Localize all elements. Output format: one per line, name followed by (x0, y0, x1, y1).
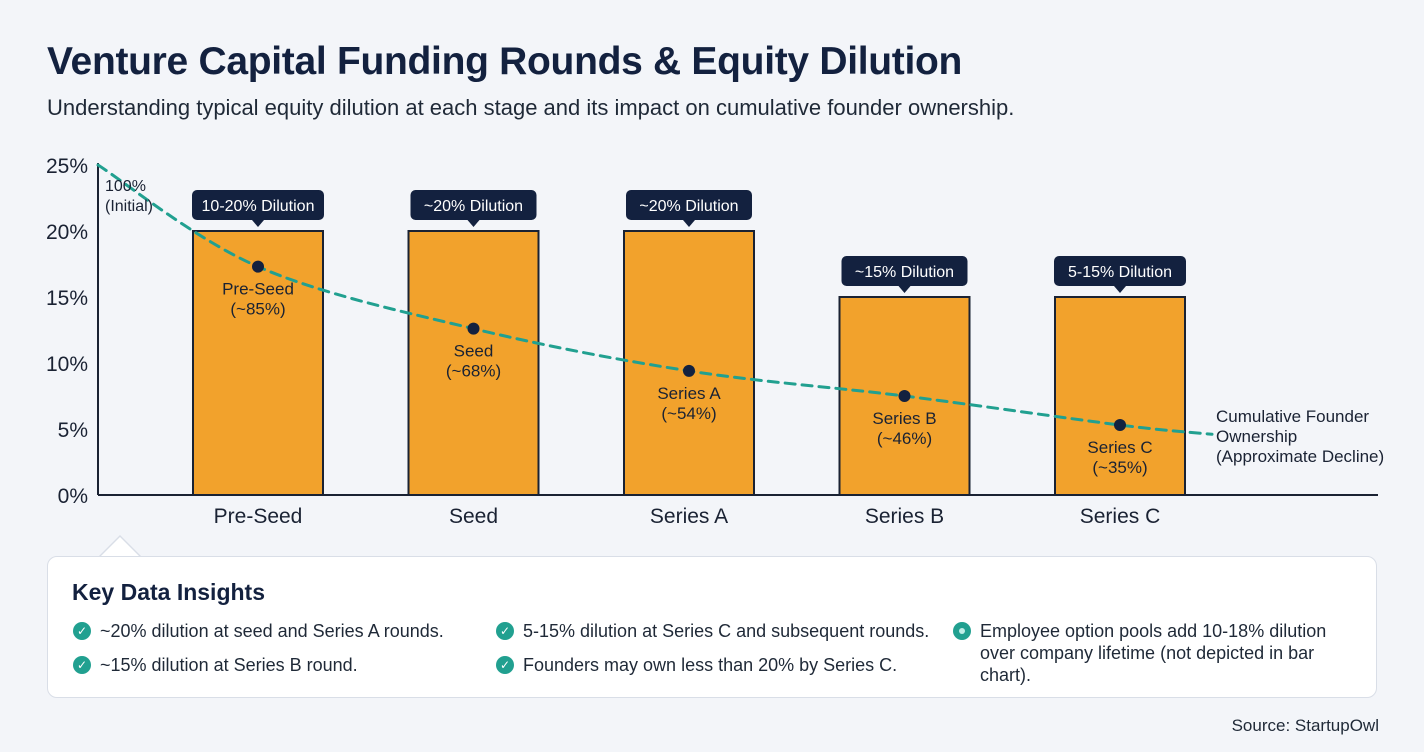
ownership-point-label: Pre-Seed (222, 280, 294, 299)
check-circle-icon: ✓ (73, 622, 91, 640)
x-tick-label: Series C (1080, 505, 1161, 528)
y-tick-label: 5% (58, 419, 88, 442)
dilution-label-pointer (683, 220, 695, 227)
chart-subtitle: Understanding typical equity dilution at… (47, 95, 1015, 120)
ownership-point-label: (~85%) (230, 300, 285, 319)
dilution-label: 5-15% Dilution (1068, 264, 1172, 281)
insights-panel: Key Data Insights ✓ ~20% dilution at see… (47, 556, 1377, 698)
y-tick-label: 20% (46, 221, 88, 244)
dilution-label-bg (841, 256, 968, 286)
chart-canvas: 0% 5% 10% 15% 20% 25% Pre-Seed Seed Series A Seri… (46, 155, 1384, 528)
y-tick-label: 0% (58, 485, 88, 508)
y-tick-label: 15% (46, 287, 88, 310)
ownership-end-label: Cumulative Founder (1216, 407, 1369, 426)
dilution-label: ~20% Dilution (639, 198, 738, 215)
check-circle-icon: ✓ (496, 656, 514, 674)
bar (407, 230, 540, 496)
ownership-end-label: Ownership (1216, 427, 1297, 446)
insights-title: Key Data Insights (72, 579, 265, 605)
insights-pointer-fill (99, 537, 141, 558)
y-tick-label: 25% (46, 155, 88, 178)
dilution-label: ~15% Dilution (855, 264, 954, 281)
ownership-point-label: (~46%) (877, 429, 932, 448)
chart-title: Venture Capital Funding Rounds & Equity … (47, 40, 963, 83)
dilution-label-bg (626, 190, 752, 220)
dilution-label-bg (410, 190, 537, 220)
ownership-point-label: (~54%) (661, 404, 716, 423)
ownership-point (898, 390, 911, 402)
source-note: Source: StartupOwl (1231, 716, 1379, 735)
ownership-point-label: (~68%) (446, 362, 501, 381)
dilution-label-pointer (467, 220, 480, 227)
ownership-point-label: (~35%) (1092, 458, 1147, 477)
ownership-point (467, 322, 480, 335)
bar (623, 230, 755, 496)
insight-text: Employee option pools add 10-18% dilutio… (980, 621, 1327, 685)
ownership-point (683, 364, 695, 377)
ownership-point-label: Series C (1087, 438, 1152, 457)
check-circle-icon: ✓ (496, 622, 514, 640)
x-tick-label: Series B (865, 505, 944, 528)
check-circle-icon: ✓ (73, 656, 91, 674)
dot-circle-icon (953, 622, 971, 640)
dilution-label-bg (192, 190, 324, 220)
insight-text: 5-15% dilution at Series C and subsequen… (523, 621, 930, 641)
dilution-label: ~20% Dilution (424, 198, 523, 215)
insight-text: Founders may own less than 20% by Series… (523, 655, 898, 675)
x-tick-label: Seed (449, 505, 498, 528)
dilution-label-pointer (1114, 286, 1126, 293)
x-tick-label: Series A (650, 505, 728, 528)
dilution-label-bg (1054, 256, 1186, 286)
ownership-start-label: (Initial) (105, 198, 153, 215)
dilution-label-pointer (898, 286, 911, 293)
dilution-label-pointer (252, 220, 264, 227)
ownership-point-label: Series B (872, 409, 936, 428)
insight-text: ~15% dilution at Series B round. (100, 655, 358, 675)
x-tick-label: Pre-Seed (214, 505, 303, 528)
dilution-label: 10-20% Dilution (202, 198, 315, 215)
ownership-point-label: Seed (454, 342, 494, 361)
bar (1054, 296, 1186, 496)
insight-text: ~20% dilution at seed and Series A round… (100, 621, 444, 641)
ownership-point-label: Series A (657, 384, 721, 403)
ownership-point (1114, 419, 1126, 432)
ownership-point (252, 260, 264, 273)
ownership-start-label: 100% (105, 178, 146, 195)
y-tick-label: 10% (46, 353, 88, 376)
ownership-end-label: (Approximate Decline) (1216, 447, 1384, 466)
